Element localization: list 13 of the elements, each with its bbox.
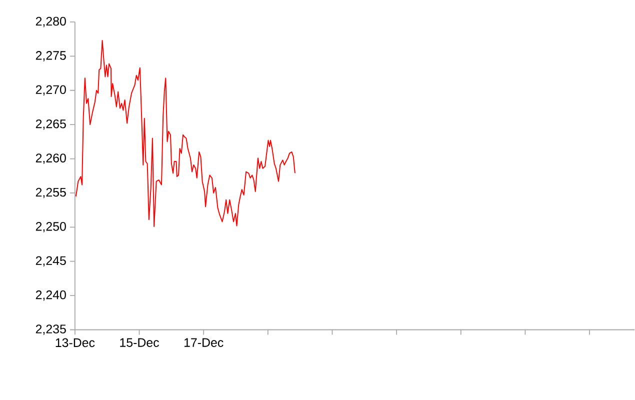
y-tick-label: 2,275: [36, 51, 66, 62]
y-tick-label: 2,265: [36, 120, 66, 130]
y-tick-label: 2,235: [36, 324, 66, 336]
y-tick-label: 2,270: [36, 85, 66, 96]
y-tick-label: 2,245: [36, 256, 66, 267]
y-tick-label: 2,255: [36, 188, 66, 198]
y-tick-label: 2,250: [36, 222, 66, 232]
x-tick-label: 13-Dec: [56, 338, 95, 348]
x-tick-label: 17-Dec: [184, 338, 224, 348]
y-tick-label: 2,280: [36, 16, 66, 28]
y-tick-label: 2,240: [36, 290, 66, 301]
x-tick-label: 15-Dec: [120, 338, 159, 348]
y-tick-label: 2,260: [36, 154, 66, 164]
